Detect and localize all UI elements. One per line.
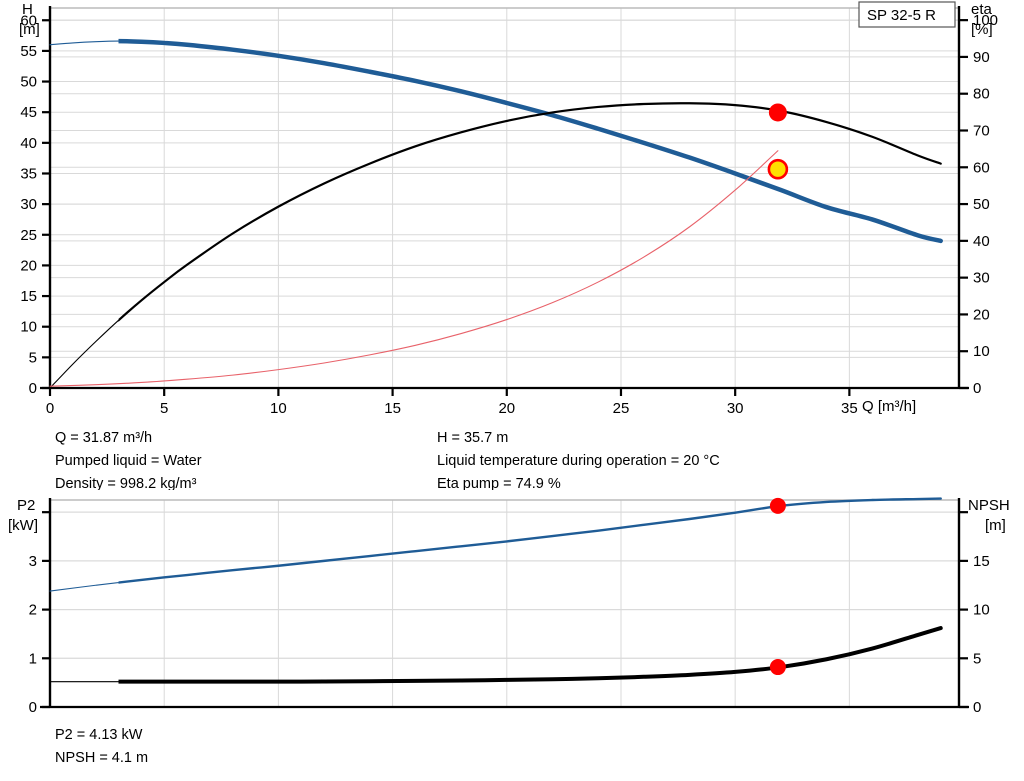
curve-head-h — [118, 38, 943, 244]
tick-label-right: 90 — [973, 49, 990, 66]
bottom-chart-curves — [49, 497, 943, 684]
eta-axis-title-line2: [%] — [971, 21, 993, 38]
curve-power-p2 — [118, 497, 942, 584]
tick-label-left: 55 — [20, 43, 37, 60]
tick-label-left: 5 — [29, 349, 37, 366]
pump-model-label: SP 32-5 R — [867, 7, 936, 24]
top-chart-curves — [49, 38, 943, 389]
q-axis-title: Q [m³/h] — [862, 398, 916, 415]
tick-label-left: 40 — [20, 135, 37, 152]
curve-efficiency-eta — [118, 102, 942, 322]
h-axis-title-line1: H — [22, 1, 33, 18]
power-duty-point[interactable] — [769, 497, 786, 514]
tick-label-left: 1 — [29, 650, 37, 667]
eta-duty-point[interactable] — [768, 103, 787, 122]
tick-label-left: 0 — [29, 380, 37, 397]
tick-label-x: 0 — [46, 400, 54, 417]
tick-label-left: 45 — [20, 104, 37, 121]
top-chart-gridlines — [50, 7, 959, 389]
tick-label-x: 25 — [613, 400, 630, 417]
tick-label-right: 50 — [973, 196, 990, 213]
eta-axis-title-line1: eta — [971, 1, 993, 18]
tick-label-left: 10 — [20, 319, 37, 336]
tick-label-x: 15 — [384, 400, 401, 417]
bottom-chart-duty-points[interactable] — [769, 497, 786, 676]
tick-label-left: 30 — [20, 196, 37, 213]
npsh-axis-title-line2: [m] — [985, 517, 1006, 534]
tick-label-left: 35 — [20, 165, 37, 182]
bottom-chart-axes — [40, 498, 969, 709]
pump-model-title-box: SP 32-5 R — [858, 1, 956, 28]
tick-label-right: 70 — [973, 122, 990, 139]
tick-label-right: 20 — [973, 306, 990, 323]
tick-label-right: 60 — [973, 159, 990, 176]
tick-label-left: 2 — [29, 602, 37, 619]
npsh-axis-title-line1: NPSH — [968, 497, 1010, 514]
bottom-chart-ticklabels: 0 1 2 3 0 5 10 15 — [29, 553, 990, 716]
h-axis-title-line2: [m] — [19, 21, 40, 38]
tick-label-right: 0 — [973, 699, 981, 716]
tick-label-left: 3 — [29, 553, 37, 570]
footer-p2: P2 = 4.13 kW — [55, 727, 143, 743]
tick-label-right: 100 — [973, 12, 998, 29]
curve-npsh — [118, 626, 943, 684]
info-eta-pump: Eta pump = 74.9 % — [437, 476, 561, 490]
bottom-chart-gridlines — [50, 499, 959, 708]
tick-label-left: 60 — [20, 12, 37, 29]
tick-label-x: 30 — [727, 400, 744, 417]
tick-label-left: 20 — [20, 257, 37, 274]
tick-label-left: 0 — [29, 699, 37, 716]
curve-thin — [49, 150, 779, 387]
tick-label-x: 20 — [498, 400, 515, 417]
tick-label-x: 10 — [270, 400, 287, 417]
tick-label-right: 80 — [973, 86, 990, 103]
tick-label-x: 5 — [160, 400, 168, 417]
tick-label-x: 35 — [841, 400, 858, 417]
operating-point-info: Q = 31.87 m³/h Pumped liquid = Water Den… — [55, 430, 720, 490]
info-q: Q = 31.87 m³/h — [55, 430, 152, 446]
result-summary: P2 = 4.13 kW NPSH = 4.1 m — [55, 727, 148, 766]
tick-label-right: 0 — [973, 380, 981, 397]
tick-label-right: 30 — [973, 270, 990, 287]
power-npsh-chart: 0 1 2 3 0 5 10 15 P2 [kW] NPSH [m] — [8, 497, 1010, 716]
info-liquid-temperature: Liquid temperature during operation = 20… — [437, 453, 720, 469]
head-eta-chart: 0510152025303540455055600102030405060708… — [19, 1, 998, 417]
tick-label-left: 25 — [20, 227, 37, 244]
info-h: H = 35.7 m — [437, 430, 508, 446]
curve-thin — [49, 40, 119, 46]
footer-npsh: NPSH = 4.1 m — [55, 750, 148, 766]
curve-thin — [49, 319, 119, 389]
tick-label-left: 50 — [20, 74, 37, 91]
npsh-duty-point[interactable] — [769, 659, 786, 676]
top-chart-ticklabels: 0510152025303540455055600102030405060708… — [20, 12, 998, 417]
top-chart-axes — [40, 6, 969, 396]
curve-thin — [49, 681, 119, 683]
p2-axis-title-line2: [kW] — [8, 517, 38, 534]
tick-label-right: 10 — [973, 602, 990, 619]
head-duty-point[interactable] — [767, 158, 789, 180]
info-density: Density = 998.2 kg/m³ — [55, 476, 197, 490]
p2-axis-title-line1: P2 — [17, 497, 35, 514]
tick-label-right: 15 — [973, 553, 990, 570]
info-pumped-liquid: Pumped liquid = Water — [55, 453, 202, 469]
top-chart-duty-points[interactable] — [767, 103, 789, 180]
tick-label-right: 40 — [973, 233, 990, 250]
tick-label-right: 5 — [973, 650, 981, 667]
tick-label-left: 15 — [20, 288, 37, 305]
tick-label-right: 10 — [973, 343, 990, 360]
